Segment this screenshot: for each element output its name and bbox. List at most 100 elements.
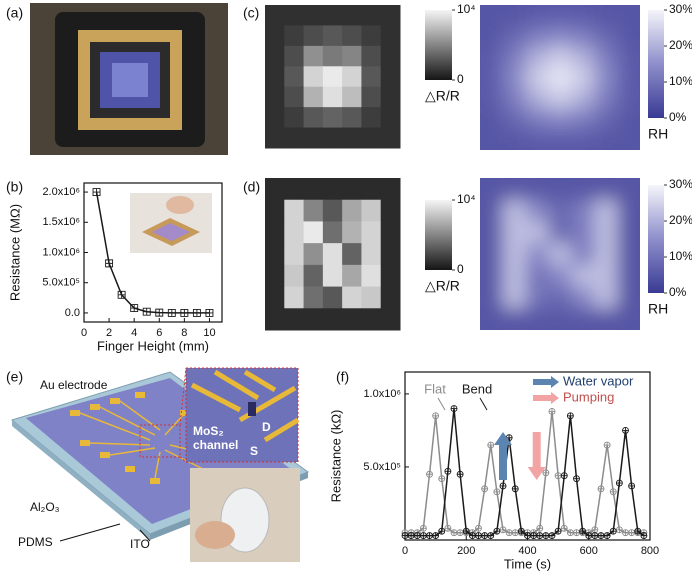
heatmap-cell <box>361 199 382 222</box>
data-point <box>432 532 440 539</box>
heatmap-cell <box>380 45 401 67</box>
heatmap-cell <box>265 178 285 201</box>
heatmap-cell <box>303 286 324 309</box>
x-tick-label: 0 <box>402 545 408 557</box>
heatmap-cell <box>380 107 401 129</box>
x-tick-label: 6 <box>156 327 162 339</box>
data-point <box>438 527 446 535</box>
data-point <box>585 532 593 539</box>
colorbar-title: RH <box>648 301 668 317</box>
data-point <box>180 308 189 317</box>
legend-arrow <box>533 392 559 404</box>
heatmap-cell <box>571 5 595 27</box>
heatmap-cell <box>617 199 640 222</box>
x-tick-label: 0 <box>81 327 87 339</box>
data-point <box>628 529 636 537</box>
heatmap-cell <box>525 264 550 288</box>
heatmap-cell <box>361 221 382 244</box>
data-point <box>548 408 556 415</box>
schematic-label: Au electrode <box>40 378 108 392</box>
data-point <box>105 259 114 268</box>
heatmap-cell <box>548 264 572 288</box>
data-point <box>542 532 550 539</box>
heatmap-cell <box>571 87 595 110</box>
data-point <box>615 526 623 534</box>
heatmap-cell <box>361 264 382 288</box>
heatmap-cell <box>265 5 285 26</box>
heatmap-cell <box>380 221 401 244</box>
heatmap-cell <box>380 25 401 47</box>
colorbar <box>648 10 664 118</box>
heatmap-cell <box>480 46 504 68</box>
heatmap-cell <box>380 178 401 201</box>
data-point <box>548 532 556 539</box>
schematic-label: channel <box>193 438 238 452</box>
heatmap-cell <box>525 67 550 89</box>
heatmap-cell <box>265 107 285 129</box>
trend-arrow <box>527 432 546 480</box>
data-point <box>438 475 446 483</box>
heatmap-cell <box>265 243 285 266</box>
data-point <box>566 529 574 537</box>
heatmap-cell <box>342 221 362 244</box>
heatmap-cell <box>571 221 595 244</box>
data-point <box>622 427 629 434</box>
data-point <box>481 532 489 539</box>
data-point <box>475 532 482 539</box>
heatmap-cell <box>594 221 618 244</box>
heatmap-cell <box>548 243 572 266</box>
heatmap-cell <box>548 286 572 309</box>
colorbar-title: △R/R <box>425 278 460 294</box>
colorbar-tick-label: 20% <box>669 38 692 52</box>
heatmap-cell <box>303 45 324 67</box>
heatmap-cell <box>342 178 362 201</box>
heatmap-cell <box>525 308 550 330</box>
heatmap-cell <box>502 87 527 110</box>
heatmap-cell <box>284 86 305 108</box>
heatmap-cell <box>594 264 618 288</box>
heatmap-clip <box>480 5 640 150</box>
heatmap-cell <box>322 25 343 47</box>
data-point <box>499 526 507 534</box>
heatmap-cell <box>342 286 362 309</box>
heatmap-cell <box>548 5 572 27</box>
heatmap-cell <box>548 178 572 201</box>
data-point <box>401 532 409 539</box>
heatmap-cell <box>265 286 285 309</box>
heatmap-cell <box>571 243 595 266</box>
data-point <box>554 472 562 480</box>
legend-label: Pumping <box>563 389 614 404</box>
heatmap-cell <box>322 107 343 129</box>
data-point <box>419 524 427 532</box>
schematic-label: ITO <box>130 537 150 551</box>
data-point <box>542 469 550 477</box>
schematic-label: Al₂O₃ <box>30 500 60 514</box>
heatmap-cell <box>303 178 324 201</box>
heatmap-cell <box>322 45 343 67</box>
heatmap-cell <box>594 25 618 47</box>
data-point <box>511 529 519 537</box>
heatmap-cell <box>361 45 382 67</box>
heatmap-cell <box>571 67 595 89</box>
heatmap-cell <box>322 221 343 244</box>
colorbar-tick-label: 0 <box>457 72 464 86</box>
heatmap-cell <box>480 286 504 309</box>
data-point <box>597 485 605 493</box>
heatmap-cell <box>571 46 595 68</box>
heatmap-cell <box>525 108 550 130</box>
colorbar-tick-label: 10% <box>669 74 692 88</box>
legend-arrow <box>533 376 559 388</box>
schematic-label: S <box>250 444 258 458</box>
heatmap-cell <box>525 178 550 201</box>
data-point <box>603 532 611 539</box>
heatmap-cell <box>502 221 527 244</box>
data-point <box>640 532 648 539</box>
data-point <box>142 307 151 316</box>
data-point <box>456 529 464 537</box>
heatmap-cell <box>480 87 504 110</box>
heatmap-cell <box>594 67 618 89</box>
data-point <box>573 529 580 537</box>
heatmap-cell <box>480 129 504 150</box>
annotation: Bend <box>462 381 492 396</box>
